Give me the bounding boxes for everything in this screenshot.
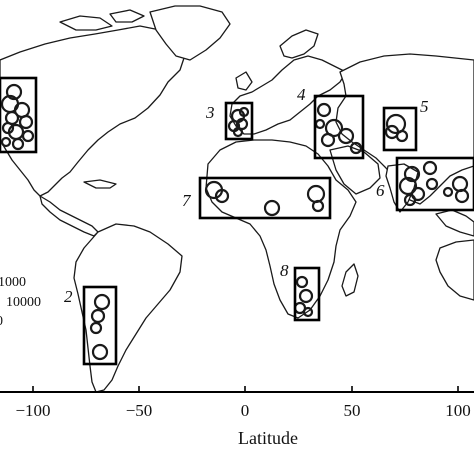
site-circle [11, 137, 25, 151]
x-axis-title: Latitude [238, 428, 298, 448]
site-circle [320, 132, 336, 148]
site-circle [349, 141, 363, 155]
region-3-box [224, 101, 254, 141]
site-circle [91, 343, 109, 361]
site-circle [425, 177, 439, 191]
africa-outline [205, 139, 357, 319]
site-circle [454, 188, 470, 204]
british-isles-outline [235, 71, 253, 91]
site-circle [0, 136, 12, 148]
central-america-outline [39, 195, 99, 237]
arctic-islands-outline [59, 15, 113, 31]
x-tick-label: 50 [344, 401, 361, 420]
size-legend: 1000 10000 0 [0, 275, 41, 329]
site-circle [90, 308, 106, 324]
site-circle [232, 126, 244, 138]
site-circle [451, 175, 469, 193]
site-circle [263, 199, 281, 217]
site-circle [385, 113, 407, 135]
site-circle [89, 321, 103, 335]
region-2-label: 2 [64, 287, 73, 306]
site-circle [398, 176, 418, 196]
site-circle [410, 186, 426, 202]
region-6-box [395, 156, 474, 212]
region-2-box [82, 285, 118, 366]
region-3-label: 3 [205, 103, 215, 122]
x-tick-label: 100 [445, 401, 471, 420]
x-tick-label: 0 [241, 401, 250, 420]
north-america-outline [0, 25, 186, 197]
scandinavia-outline [279, 29, 319, 59]
x-tick-label: −100 [15, 401, 50, 420]
site-circle [18, 114, 34, 130]
site-circle [1, 121, 15, 135]
southeast-asia-islands-outline [435, 209, 474, 237]
asia-outline [335, 53, 474, 205]
site-circle [21, 129, 35, 143]
site-circle [295, 275, 309, 289]
legend-entry-3: 0 [0, 314, 3, 329]
region-7-label: 7 [182, 191, 192, 210]
caribbean-outline [83, 179, 117, 189]
region-boxes [0, 76, 474, 366]
site-circle [422, 160, 438, 176]
site-circle [324, 118, 344, 138]
x-axis: −100 −50 0 50 100 Latitude [0, 386, 474, 448]
region-5-box [382, 106, 418, 152]
madagascar-outline [341, 263, 359, 297]
site-circle [93, 293, 111, 311]
site-circle [298, 288, 314, 304]
x-tick-label: −50 [126, 401, 153, 420]
site-circle [314, 118, 326, 130]
site-circle [311, 199, 325, 213]
site-circle [403, 193, 417, 207]
site-circle [316, 102, 332, 118]
site-circles [0, 83, 470, 361]
region-4-box [313, 94, 365, 160]
region-5-label: 5 [420, 97, 429, 116]
site-circle [403, 165, 421, 183]
legend-entry-1: 1000 [0, 275, 26, 290]
site-circle [214, 188, 230, 204]
region-8-box [293, 266, 321, 322]
region-1-box [0, 76, 38, 154]
region-6-label: 6 [376, 181, 385, 200]
site-circle [395, 129, 409, 143]
site-circle [238, 106, 250, 118]
arctic-islands-outline-2 [109, 9, 145, 23]
australia-outline [435, 239, 474, 301]
region-4-label: 4 [297, 85, 306, 104]
site-circle [337, 127, 355, 145]
region-8-label: 8 [280, 261, 289, 280]
landmasses [0, 5, 474, 393]
site-circle [442, 186, 454, 198]
greenland-outline [149, 5, 231, 61]
region-7-box [198, 176, 332, 220]
site-circle [302, 306, 314, 318]
region-labels: 2 3 4 5 6 7 8 [64, 85, 429, 306]
legend-entry-2: 10000 [6, 295, 41, 310]
site-circle [5, 83, 23, 101]
south-america-outline [73, 223, 183, 393]
